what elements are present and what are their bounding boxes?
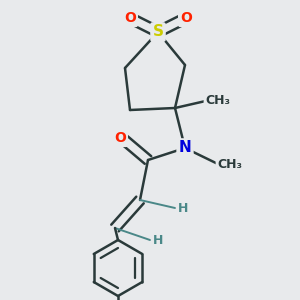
Text: O: O [124, 11, 136, 25]
Text: O: O [114, 131, 126, 145]
Text: CH₃: CH₃ [218, 158, 242, 172]
Text: N: N [178, 140, 191, 155]
Text: H: H [153, 233, 163, 247]
Text: S: S [152, 25, 164, 40]
Text: H: H [178, 202, 188, 214]
Text: O: O [180, 11, 192, 25]
Text: CH₃: CH₃ [206, 94, 230, 106]
